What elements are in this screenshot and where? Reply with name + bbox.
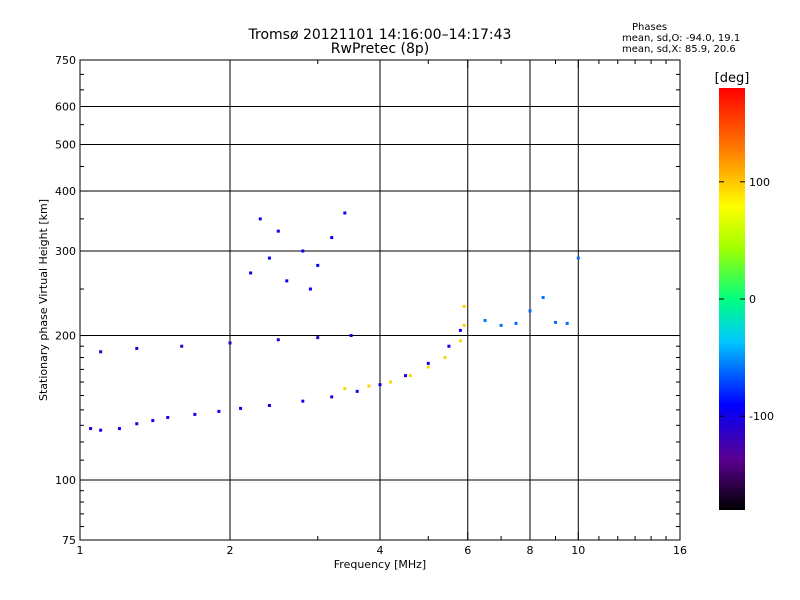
echo-point bbox=[330, 236, 334, 240]
echo-point bbox=[267, 403, 271, 407]
echo-point bbox=[349, 334, 353, 338]
y-tick-label: 500 bbox=[55, 139, 76, 152]
y-tick-label: 200 bbox=[55, 330, 76, 343]
grid-lines bbox=[80, 60, 680, 540]
echo-point bbox=[565, 321, 569, 325]
y-tick-label: 100 bbox=[55, 474, 76, 487]
echo-point bbox=[426, 365, 430, 369]
stats-header: Phases bbox=[632, 22, 668, 33]
echo-point bbox=[528, 309, 532, 313]
echo-point bbox=[301, 249, 305, 253]
echo-point bbox=[239, 406, 243, 410]
echo-point bbox=[99, 428, 103, 432]
colorbar: [deg] 100 0 -100 bbox=[715, 71, 774, 510]
echo-point bbox=[316, 336, 320, 340]
stats-x-mode: mean, sd,X: 85.9, 20.6 bbox=[622, 44, 736, 55]
echo-point bbox=[89, 427, 93, 431]
x-axis-label: Frequency [MHz] bbox=[334, 558, 426, 571]
colorbar-tick-label: -100 bbox=[749, 410, 774, 423]
chart-title: Tromsø 20121101 14:16:00–14:17:43 bbox=[248, 27, 512, 43]
echo-point bbox=[553, 320, 557, 324]
echo-point bbox=[458, 339, 462, 343]
echo-point bbox=[135, 422, 139, 426]
stats-o-mode: mean, sd,O: -94.0, 19.1 bbox=[622, 33, 741, 44]
y-tick-label: 400 bbox=[55, 185, 76, 198]
echo-point bbox=[541, 296, 545, 300]
x-tick-label: 16 bbox=[673, 544, 687, 557]
echo-point bbox=[458, 328, 462, 332]
echo-point bbox=[389, 380, 393, 384]
echo-point bbox=[180, 344, 184, 348]
echo-point bbox=[403, 374, 407, 378]
echo-point bbox=[308, 287, 312, 291]
y-tick-label: 75 bbox=[62, 534, 76, 547]
echo-point bbox=[301, 399, 305, 403]
echo-point bbox=[408, 374, 412, 378]
echo-point bbox=[499, 323, 503, 327]
echo-point bbox=[117, 427, 121, 431]
echo-point bbox=[462, 304, 466, 308]
colorbar-tick-label: 100 bbox=[749, 176, 770, 189]
echo-point bbox=[217, 409, 221, 413]
echo-point bbox=[378, 383, 382, 387]
y-axis-label: Stationary phase Virtual Height [km] bbox=[37, 199, 50, 401]
echo-point bbox=[355, 389, 359, 393]
x-tick-label: 1 bbox=[77, 544, 84, 557]
y-tick-label: 300 bbox=[55, 245, 76, 258]
axis-ticks bbox=[79, 59, 681, 541]
x-tick-label: 2 bbox=[227, 544, 234, 557]
echo-point bbox=[285, 279, 289, 283]
echo-point bbox=[276, 229, 280, 233]
x-tick-label: 10 bbox=[571, 544, 585, 557]
colorbar-tick-label: 0 bbox=[749, 293, 756, 306]
colorbar-label: [deg] bbox=[715, 71, 750, 86]
echo-point bbox=[166, 415, 170, 419]
echo-point bbox=[576, 256, 580, 260]
echo-point bbox=[135, 346, 139, 350]
y-tick-label: 750 bbox=[55, 54, 76, 67]
echo-point bbox=[249, 271, 253, 275]
echo-point bbox=[99, 350, 103, 354]
echo-point bbox=[443, 355, 447, 359]
echo-point bbox=[258, 217, 262, 221]
echo-point bbox=[316, 263, 320, 267]
echo-point bbox=[193, 412, 197, 416]
x-tick-label: 8 bbox=[527, 544, 534, 557]
x-tick-label: 6 bbox=[464, 544, 471, 557]
echo-point bbox=[483, 318, 487, 322]
colorbar-ticks: 100 0 -100 bbox=[719, 176, 774, 423]
echo-point bbox=[343, 211, 347, 215]
echo-point bbox=[462, 323, 466, 327]
echo-point bbox=[367, 384, 371, 388]
y-tick-label: 600 bbox=[55, 101, 76, 114]
echo-point bbox=[426, 361, 430, 365]
chart-subtitle: RwPretec (8p) bbox=[330, 41, 430, 57]
echo-point bbox=[330, 395, 334, 399]
echo-point bbox=[343, 387, 347, 391]
tick-labels: 1 2 4 6 8 10 16 75 100 200 300 400 500 600 750 bbox=[55, 54, 687, 557]
echo-point bbox=[276, 338, 280, 342]
echo-point bbox=[514, 321, 518, 325]
echo-point bbox=[228, 341, 232, 345]
echo-point bbox=[151, 419, 155, 423]
echo-point bbox=[267, 256, 271, 260]
echo-points bbox=[89, 211, 580, 432]
x-tick-label: 4 bbox=[377, 544, 384, 557]
echo-point bbox=[447, 344, 451, 348]
